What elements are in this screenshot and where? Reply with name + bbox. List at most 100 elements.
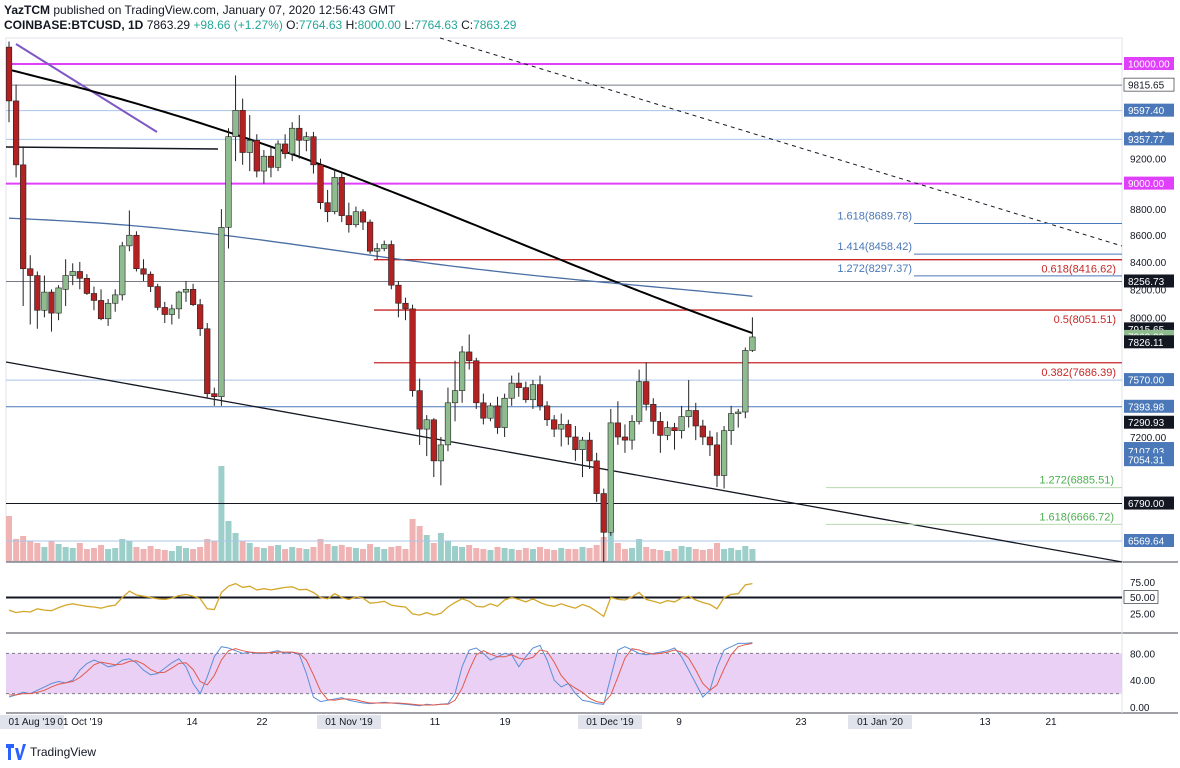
candle-down <box>147 273 154 287</box>
candle-down <box>543 405 551 421</box>
price-label: 10000.00 <box>1128 60 1170 71</box>
close-label: C: <box>461 18 474 32</box>
publisher-name[interactable]: YazTCM <box>4 3 51 17</box>
price-label: 8256.73 <box>1128 277 1165 288</box>
candle-up <box>678 416 685 431</box>
candle-down <box>83 277 90 294</box>
volume-bar <box>275 545 282 561</box>
price-label: 9597.40 <box>1128 106 1165 117</box>
symbol-label[interactable]: COINBASE:BTCUSD, 1D <box>4 18 144 32</box>
candle-down <box>34 275 41 311</box>
volume-bar <box>508 549 515 561</box>
candle-up <box>487 405 494 419</box>
fib-retracement-label: 0.382(7686.39) <box>1041 367 1116 379</box>
footer-brand: TradingView <box>6 744 96 760</box>
volume-bar <box>190 549 197 561</box>
stoch-axis-tick: 0.00 <box>1130 703 1150 714</box>
time-axis-box <box>848 715 912 729</box>
candle-down <box>586 439 593 462</box>
candle-down <box>197 304 204 330</box>
volume-bar <box>175 546 182 561</box>
volume-bar <box>657 550 664 561</box>
price-panel-frame <box>5 37 1123 562</box>
volume-bar <box>303 549 310 561</box>
candle-up <box>459 351 466 391</box>
volume-bar <box>289 547 296 561</box>
price-label-box <box>1124 335 1174 349</box>
candle-down <box>161 307 168 315</box>
volume-bar <box>90 548 97 561</box>
volume-bar <box>565 549 572 561</box>
candle-down <box>189 289 197 305</box>
volume-bar <box>593 545 600 561</box>
volume-bar <box>685 547 692 561</box>
time-axis-tick: 13 <box>979 717 991 728</box>
volume-bar <box>522 548 529 561</box>
volume-bar <box>69 548 76 561</box>
candle-up <box>126 234 133 247</box>
volume-bar <box>650 549 657 561</box>
fib-retracement-label: 0.5(8051.51) <box>1054 314 1116 326</box>
price-label-box <box>1124 176 1174 190</box>
time-axis-tick: 01 Aug '19 <box>9 717 56 728</box>
price-label: 9815.65 <box>1128 81 1165 92</box>
candle-up <box>218 227 225 397</box>
rsi-line <box>8 582 753 618</box>
volume-bar <box>473 548 480 561</box>
volume-bar <box>62 547 69 561</box>
candle-down <box>204 328 211 394</box>
volume-bar <box>544 549 551 561</box>
volume-bar <box>537 547 543 561</box>
candle-down <box>239 110 246 153</box>
footer-brand-label[interactable]: TradingView <box>30 745 97 759</box>
candle-up <box>628 421 636 441</box>
candle-down <box>5 46 13 102</box>
price-label: 7570.00 <box>1128 376 1165 387</box>
volume-bar <box>423 535 430 561</box>
candle-up <box>69 271 76 276</box>
volume-bar <box>586 548 593 561</box>
candle-up <box>105 302 112 320</box>
time-axis-tick: 9 <box>676 717 682 728</box>
volume-bar <box>76 543 83 561</box>
price-label: 7826.11 <box>1128 338 1164 349</box>
candle-up <box>168 308 175 315</box>
price-label-box <box>1124 415 1174 429</box>
volume-bar <box>6 516 12 561</box>
volume-bar <box>459 547 466 561</box>
candle-up <box>62 275 69 290</box>
candle-down <box>12 100 20 166</box>
candle-up <box>451 390 459 404</box>
time-axis-tick: 01 Dec '19 <box>586 717 634 728</box>
volume-bar <box>126 541 133 561</box>
volume-bar <box>239 541 246 561</box>
low-value: 7764.63 <box>414 18 458 32</box>
candle-down <box>90 293 98 301</box>
volume-bar <box>579 547 586 561</box>
candle-down <box>480 402 487 419</box>
volume-bar <box>98 545 105 561</box>
volume-bar <box>246 543 253 561</box>
high-value: 8000.00 <box>357 18 401 32</box>
stoch-d-line <box>9 642 753 706</box>
candle-down <box>699 425 706 438</box>
volume-bar <box>494 547 501 561</box>
time-axis-tick: 23 <box>795 717 807 728</box>
volume-bar <box>671 549 678 561</box>
volume-bar <box>692 549 699 561</box>
candle-down <box>621 436 629 441</box>
ohlc-legend: COINBASE:BTCUSD, 1D 7863.29 +98.66 (+1.2… <box>4 18 516 32</box>
volume-bar <box>112 548 119 561</box>
candle-down <box>572 436 579 450</box>
candle-down <box>416 390 423 430</box>
open-value: 7764.63 <box>298 18 343 32</box>
volume-bar <box>728 548 735 561</box>
candle-down <box>657 421 664 436</box>
candle-up <box>664 427 671 436</box>
price-axis-tick: 9200.00 <box>1130 155 1167 166</box>
time-axis-tick: 01 Jan '20 <box>857 717 903 728</box>
volume-bars <box>6 466 756 561</box>
candle-down <box>345 215 352 226</box>
volume-bar <box>558 548 565 561</box>
